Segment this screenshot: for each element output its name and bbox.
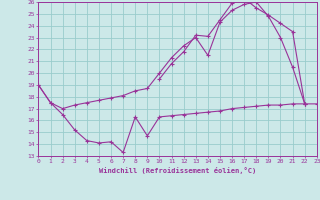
X-axis label: Windchill (Refroidissement éolien,°C): Windchill (Refroidissement éolien,°C): [99, 167, 256, 174]
